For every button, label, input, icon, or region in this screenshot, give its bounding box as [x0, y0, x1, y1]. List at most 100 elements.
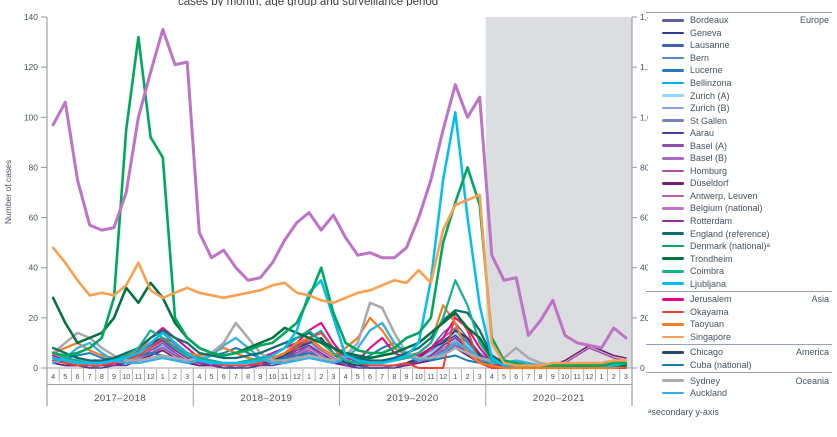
month-label: 7 [234, 372, 238, 381]
month-label: 8 [100, 372, 104, 381]
month-label: 11 [427, 372, 434, 381]
legend-swatch [662, 56, 684, 60]
month-label: 1 [600, 372, 604, 381]
right-axis-tick-label: 1,000 [640, 112, 648, 122]
legend-swatch [662, 18, 684, 22]
legend-item-label: Lucerne [690, 65, 723, 76]
legend-swatch [662, 351, 684, 354]
month-label: 8 [246, 372, 250, 381]
legend-item-label: England (reference) [690, 228, 770, 239]
legend-group-oceania: Sydney Oceania Auckland [646, 372, 832, 400]
legend-item-label: St Gallen [690, 115, 728, 126]
legend-item-label: Düseldorf [690, 178, 729, 189]
legend-group-asia: Jerusalem Asia Okayama Taoyuan Singapore [646, 291, 832, 344]
series-line-belgium-national [51, 28, 628, 350]
season-label: 2020–2021 [533, 393, 585, 404]
month-label: 1 [307, 372, 311, 381]
left-axis-tick-label: 0 [33, 363, 38, 373]
legend-item-bellinzona: Bellinzona [646, 77, 832, 90]
month-label: 9 [112, 372, 116, 381]
right-axis-tick-label: 200 [640, 313, 648, 323]
legend-item-label: Jerusalem [690, 294, 732, 305]
month-label: 1 [453, 372, 457, 381]
legend-item-zurich-a: Zurich (A) [646, 89, 832, 102]
legend-swatch [662, 244, 684, 248]
legend-region-label: Oceania [795, 375, 829, 386]
legend-item-antwerp-leuven: Antwerp, Leuven [646, 190, 832, 203]
month-label: 12 [293, 372, 301, 381]
legend-item-label: Bellinzona [690, 78, 732, 88]
month-label: 5 [63, 372, 67, 381]
month-label: 9 [405, 372, 409, 381]
legend-swatch [662, 144, 684, 148]
legend-item-label: Chicago [690, 347, 724, 358]
month-label: 6 [75, 372, 79, 381]
legend-item-geneva: Geneva [646, 27, 832, 40]
legend-item-label: Rotterdam [690, 216, 733, 227]
secondary-axis-footnote: ᵃsecondary y-axis [648, 407, 719, 418]
left-axis-tick-label: 40 [29, 263, 39, 273]
month-label: 8 [539, 372, 543, 381]
legend-item-label: Trondheim [690, 253, 733, 264]
legend-item-label: Lausanne [690, 40, 730, 51]
legend-item-label: Taoyuan [690, 319, 725, 330]
month-label: 11 [573, 372, 580, 381]
series-line-auckland [51, 321, 628, 367]
legend-region-label: Asia [811, 294, 829, 305]
legend-swatch [662, 232, 684, 235]
left-axis-tick-label: 140 [24, 12, 38, 22]
legend-group-europe: Bordeaux Europe Geneva Lausanne Bern Lucerne B… [646, 12, 832, 291]
legend-swatch [662, 81, 684, 85]
legend-swatch [662, 131, 684, 135]
month-label: 2 [612, 372, 616, 381]
legend-item-chicago: Chicago America [646, 346, 832, 359]
legend-item-label: Cuba (national) [690, 360, 752, 371]
season-label: 2018–2019 [240, 393, 292, 404]
month-label: 6 [514, 372, 518, 381]
month-label: 7 [88, 372, 92, 381]
month-label: 11 [281, 372, 288, 381]
month-label: 10 [561, 372, 569, 381]
right-axis-tick-label: 1,200 [640, 62, 648, 72]
month-label: 10 [122, 372, 130, 381]
month-label: 2 [173, 372, 177, 381]
legend-item-cuba-national: Cuba (national) [646, 359, 832, 372]
month-label: 5 [502, 372, 506, 381]
month-label: 4 [51, 372, 55, 381]
month-label: 5 [210, 372, 214, 381]
month-label: 3 [624, 372, 628, 381]
legend-item-label: Coimbra [690, 266, 725, 277]
legend-swatch [662, 323, 684, 326]
legend-item-denmark-national: Denmark (national)ᵃ [646, 240, 832, 253]
legend-item-england-reference: England (reference) [646, 227, 832, 240]
legend-item-label: Antwerp, Leuven [690, 190, 758, 201]
month-label: 4 [490, 372, 494, 381]
legend-item-rotterdam: Rotterdam [646, 215, 832, 228]
legend-item-label: Homburg [690, 165, 728, 176]
legend-region-label: Europe [799, 15, 829, 26]
legend-swatch [662, 206, 684, 210]
legend-item-basel-a: Basel (A) [646, 139, 832, 152]
legend-item-st-gallen: St Gallen [646, 114, 832, 127]
month-label: 3 [331, 372, 335, 381]
legend-swatch [662, 391, 684, 395]
legend-item-label: Auckland [690, 388, 728, 399]
legend-item-aarau: Aarau [646, 127, 832, 140]
legend-swatch [662, 363, 684, 367]
legend-item-label: Bordeaux [690, 15, 729, 26]
legend-swatch [662, 282, 684, 286]
legend-group-america: Chicago America Cuba (national) [646, 344, 832, 372]
right-axis-tick-label: 800 [640, 162, 648, 172]
left-axis-tick-label: 80 [29, 162, 39, 172]
legend-item-label: Basel (B) [690, 153, 728, 164]
month-label: 2 [465, 372, 469, 381]
legend-item-label: Aarau [690, 128, 715, 139]
legend-swatch [662, 119, 684, 122]
y-axis-title: Number of cases [3, 160, 13, 224]
legend-swatch [662, 379, 684, 382]
legend-swatch [662, 31, 684, 35]
legend-swatch [662, 298, 684, 301]
chart-legend: Bordeaux Europe Geneva Lausanne Bern Lucerne B… [646, 12, 832, 417]
month-label: 4 [197, 372, 201, 381]
cropped-title: cases by month, age group and surveillan… [178, 0, 648, 6]
